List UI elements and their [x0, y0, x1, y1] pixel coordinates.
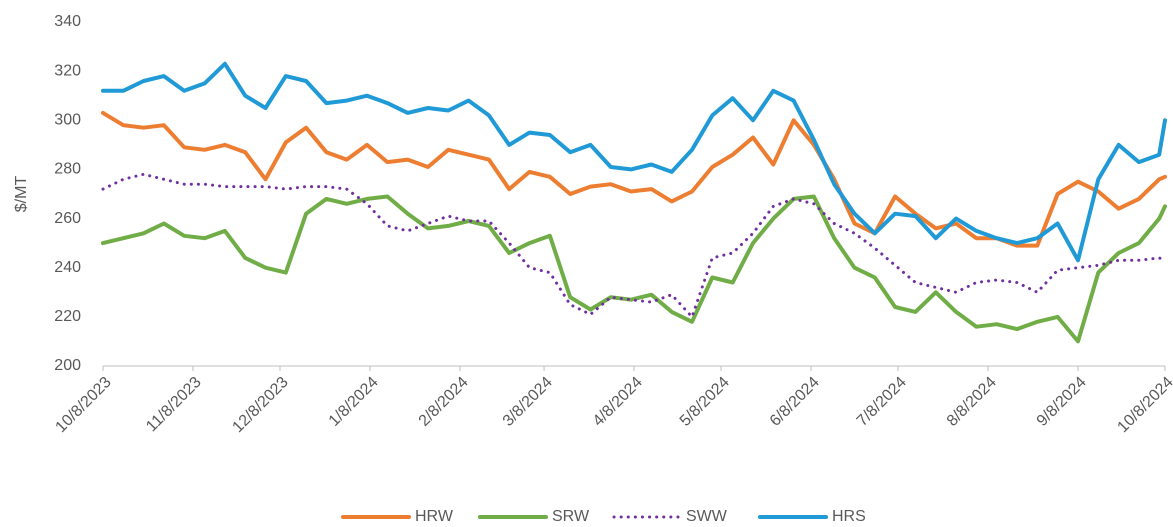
- x-tick-label: 5/8/2024: [677, 374, 733, 430]
- x-tick-label: 6/8/2024: [767, 374, 823, 430]
- series-line: [101, 194, 1167, 344]
- series-line: [101, 110, 1167, 248]
- legend-label: HRS: [832, 508, 866, 525]
- series-line: [101, 172, 1167, 319]
- series-line: [101, 61, 1167, 263]
- y-tick-label: 280: [54, 161, 81, 178]
- x-tick-label: 10/8/2023: [52, 374, 114, 436]
- legend-label: HRW: [415, 508, 454, 525]
- legend-label: SRW: [552, 508, 590, 525]
- y-tick-label: 300: [54, 112, 81, 129]
- x-tick-label: 8/8/2024: [944, 374, 1000, 430]
- x-tick-label: 3/8/2024: [500, 374, 556, 430]
- y-tick-label: 200: [54, 357, 81, 374]
- y-tick-label: 320: [54, 62, 81, 79]
- x-tick-label: 11/8/2023: [143, 374, 205, 436]
- x-tick-label: 2/8/2024: [416, 374, 472, 430]
- y-tick-label: 240: [54, 259, 81, 276]
- x-tick-label: 4/8/2024: [590, 374, 646, 430]
- y-axis-label: $/MT: [13, 176, 30, 213]
- x-tick-label: 1/8/2024: [326, 374, 382, 430]
- x-tick-label: 7/8/2024: [854, 374, 910, 430]
- y-tick-label: 340: [54, 13, 81, 30]
- x-tick-label: 9/8/2024: [1034, 374, 1090, 430]
- y-tick-label: 220: [54, 308, 81, 325]
- x-tick-label: 10/8/2024: [1114, 374, 1173, 436]
- y-tick-label: 260: [54, 210, 81, 227]
- x-tick-label: 12/8/2023: [229, 374, 291, 436]
- legend-label: SWW: [686, 508, 728, 525]
